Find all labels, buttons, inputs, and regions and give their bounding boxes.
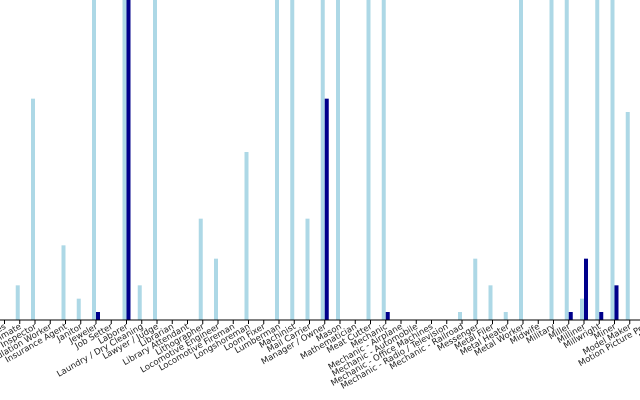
- bar-light-8: [122, 0, 127, 320]
- bar-light-20: [305, 218, 310, 320]
- bar-light-13: [198, 218, 203, 320]
- bar-dark-8: [126, 0, 131, 320]
- bar-light-31: [473, 258, 478, 320]
- x-ticks-layer: [4, 320, 631, 324]
- bar-light-33: [503, 312, 508, 320]
- bar-dark-38: [584, 258, 588, 320]
- bar-light-25: [381, 0, 386, 320]
- bar-light-6: [92, 0, 96, 320]
- x-tick-label-0: es: [0, 322, 8, 336]
- bar-dark-39: [599, 312, 604, 320]
- bar-light-5: [76, 298, 81, 320]
- bar-light-37: [564, 0, 569, 320]
- bar-light-38: [580, 298, 584, 320]
- bar-light-24: [366, 0, 371, 320]
- bar-light-4: [61, 245, 66, 320]
- bar-dark-25: [385, 312, 390, 320]
- bar-light-39: [595, 0, 600, 320]
- bar-light-40: [610, 0, 615, 320]
- bar-light-32: [488, 285, 493, 320]
- bar-light-2: [31, 98, 35, 320]
- bars-layer: [15, 0, 630, 320]
- bar-light-19: [290, 0, 295, 320]
- bar-light-21: [320, 0, 325, 320]
- bar-light-18: [275, 0, 279, 320]
- bar-light-36: [549, 0, 554, 320]
- bar-light-1: [15, 285, 20, 320]
- bar-light-34: [519, 0, 523, 320]
- bar-dark-6: [96, 312, 100, 320]
- bar-light-41: [625, 112, 630, 320]
- bar-light-30: [458, 312, 462, 320]
- bar-dark-40: [614, 285, 619, 320]
- bar-light-16: [244, 152, 249, 320]
- bar-light-9: [137, 285, 142, 320]
- bar-light-22: [336, 0, 340, 320]
- bar-dark-21: [324, 98, 329, 320]
- bar-light-14: [214, 258, 218, 320]
- bar-dark-37: [568, 312, 573, 320]
- bar-light-10: [153, 0, 157, 320]
